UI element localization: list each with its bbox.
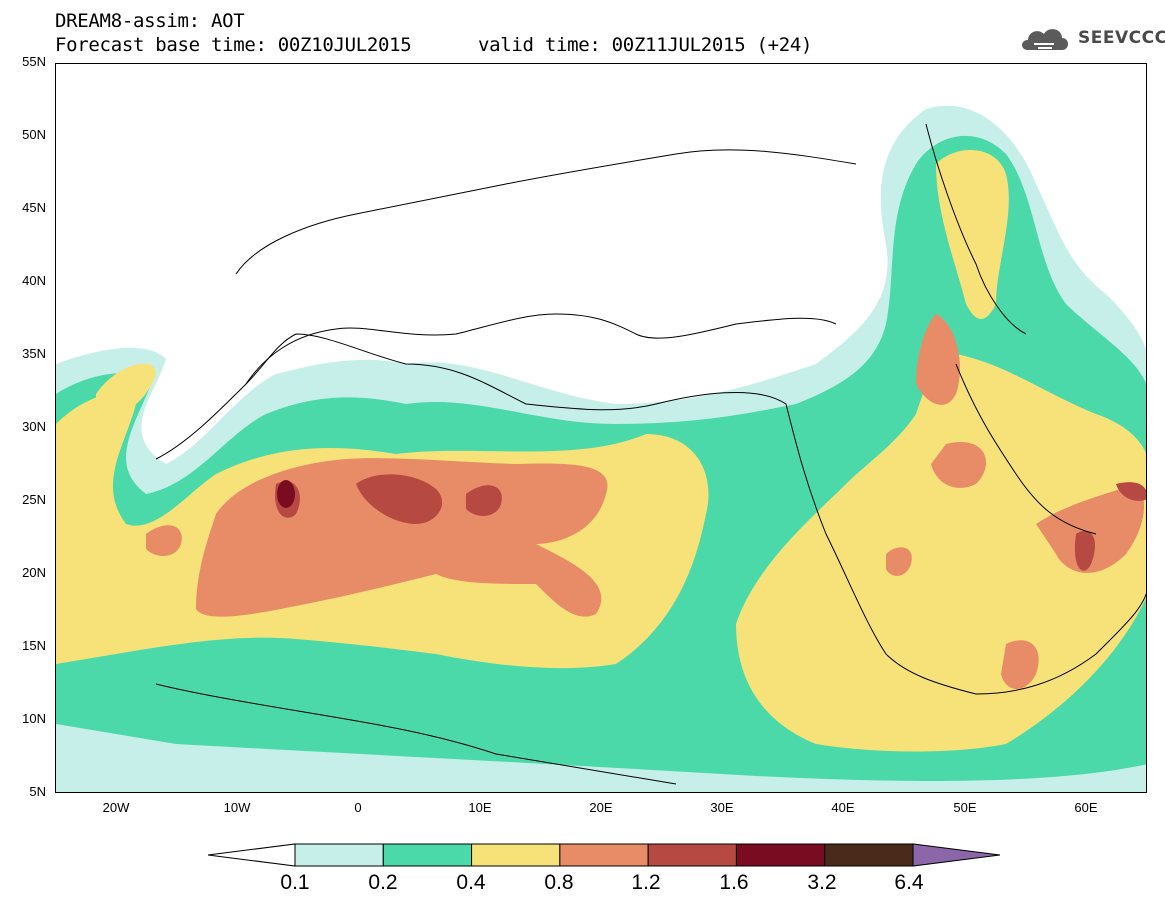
forecast-base-time: Forecast base time: 00Z10JUL2015 xyxy=(55,34,412,56)
map-title: DREAM8-assim: AOT xyxy=(55,10,245,32)
lon-label: 40E xyxy=(831,800,855,815)
lon-label: 20E xyxy=(589,800,613,815)
colorbar-segment xyxy=(471,843,561,867)
colorbar-segment xyxy=(735,843,826,867)
lon-label: 50E xyxy=(953,800,977,815)
lat-label: 15N xyxy=(22,638,46,653)
lat-label: 35N xyxy=(22,346,46,361)
colorbar-label: 0.4 xyxy=(456,871,486,894)
lon-label: 30E xyxy=(710,800,734,815)
cloud-icon xyxy=(1022,29,1068,50)
map-panel xyxy=(55,63,1147,793)
colorbar-label: 6.4 xyxy=(894,871,924,894)
colorbar-segment xyxy=(559,843,649,867)
lat-label: 30N xyxy=(22,419,46,434)
colorbar-segment xyxy=(647,843,737,867)
lat-label: 45N xyxy=(22,200,46,215)
lat-label: 5N xyxy=(29,784,46,799)
seevccc-logo: SEEVCCC xyxy=(1018,22,1165,58)
colorbar-segment xyxy=(912,843,1000,867)
colorbar-segment xyxy=(382,843,473,867)
colorbar-label: 3.2 xyxy=(807,871,837,894)
lon-label: 60E xyxy=(1074,800,1098,815)
colorbar-label: 1.2 xyxy=(631,871,661,894)
lat-label: 55N xyxy=(22,54,46,69)
lat-label: 25N xyxy=(22,492,46,507)
lon-label: 10E xyxy=(468,800,492,815)
lat-label: 20N xyxy=(22,565,46,580)
lon-label: 20W xyxy=(102,800,130,815)
colorbar-label: 0.2 xyxy=(368,871,398,894)
lon-label: 0 xyxy=(354,800,362,815)
aot-contour-1.6 xyxy=(277,480,295,508)
colorbar-segment xyxy=(824,843,914,867)
colorbar-segment xyxy=(208,843,296,867)
colorbar-label: 0.8 xyxy=(544,871,574,894)
aot-map xyxy=(56,64,1146,792)
logo-text: SEEVCCC xyxy=(1078,28,1165,48)
lat-label: 50N xyxy=(22,127,46,142)
lat-label: 40N xyxy=(22,273,46,288)
colorbar xyxy=(208,843,1000,867)
colorbar-label: 1.6 xyxy=(719,871,749,894)
lat-label: 10N xyxy=(22,711,46,726)
colorbar-label: 0.1 xyxy=(280,871,310,894)
colorbar-segment xyxy=(294,843,384,867)
coastlines xyxy=(155,123,1146,785)
valid-time: valid time: 00Z11JUL2015 (+24) xyxy=(478,34,813,56)
lon-label: 10W xyxy=(223,800,251,815)
